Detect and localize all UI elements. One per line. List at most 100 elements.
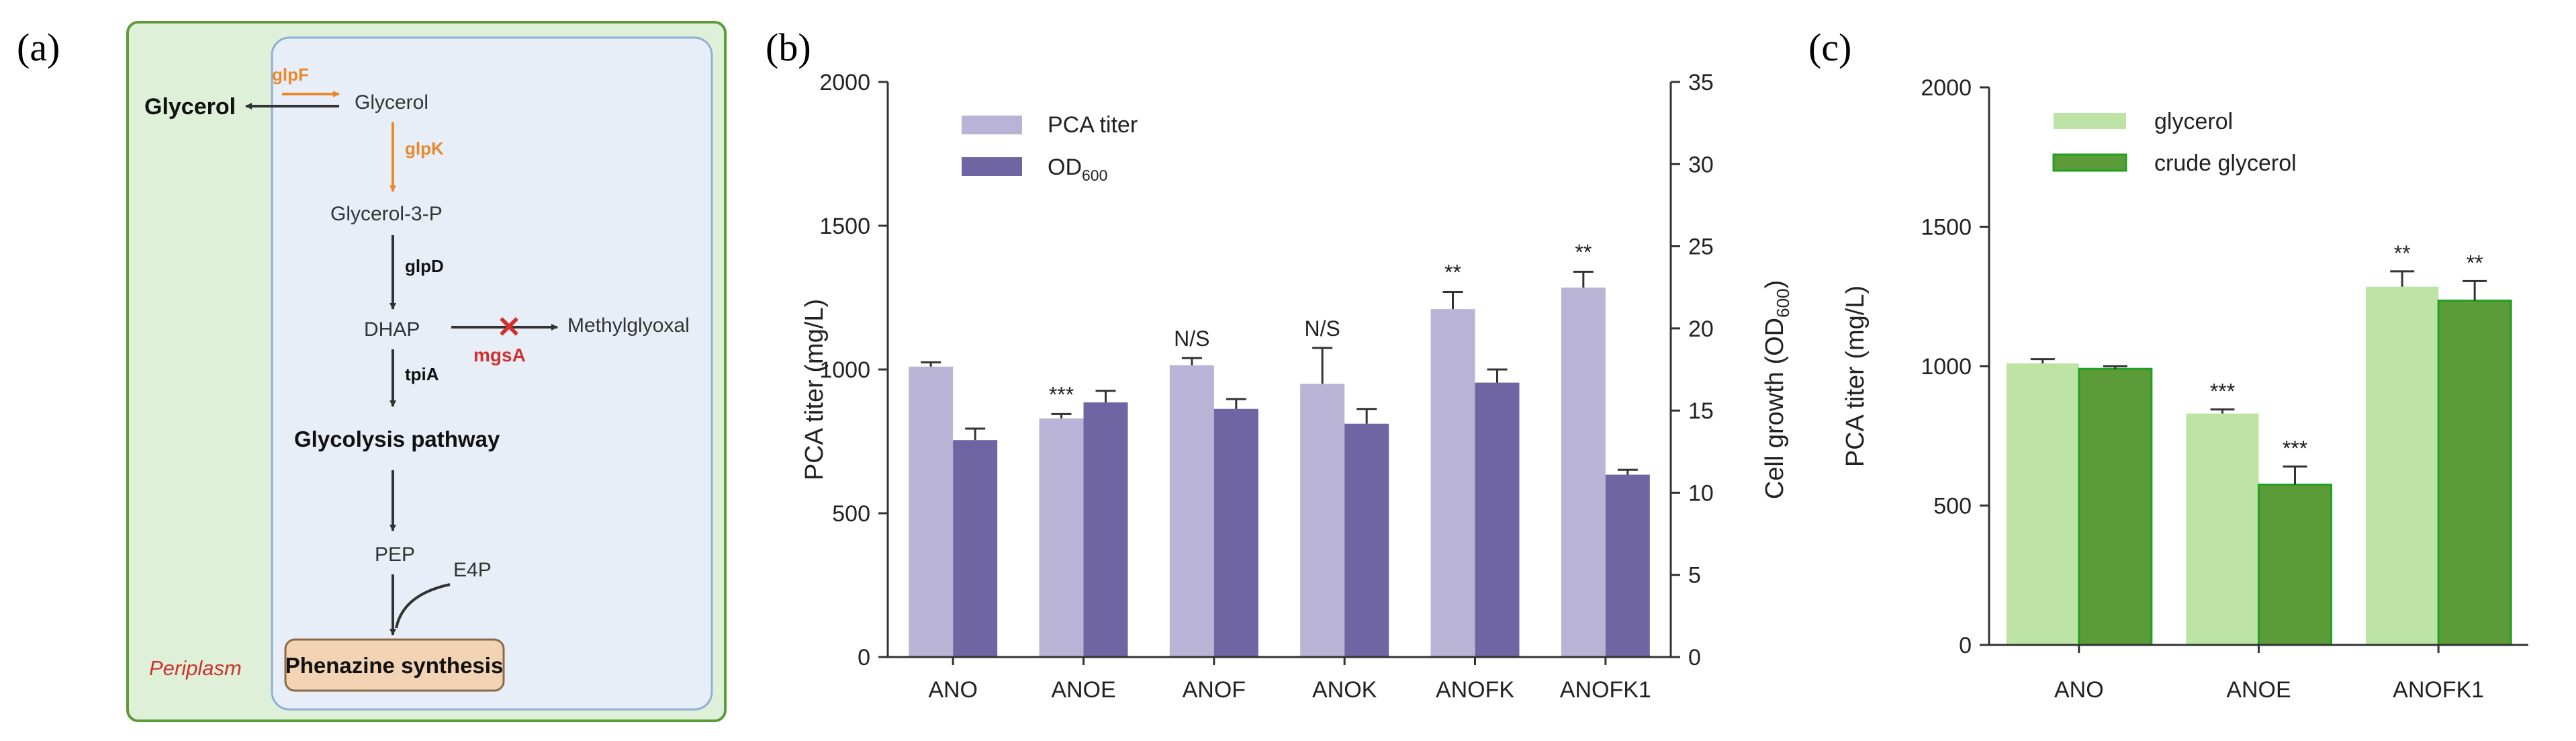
bar-od600-anofk1 [1605,474,1650,657]
significance-crude-glycerol-anofk1: ** [2467,251,2483,275]
error-bar-od600-anoe [1095,390,1116,402]
legend-label-crude-glycerol: crude glycerol [2154,150,2297,176]
y2-tick-label-b-30: 30 [1688,152,1714,177]
gene-tpiA: tpiA [405,364,439,384]
phenazine-label: Phenazine synthesis [285,653,504,678]
panel-label-a: (a) [17,26,60,69]
significance-anofk1: ** [1575,240,1592,264]
y2-tick-label-b-25: 25 [1688,234,1714,260]
glycolysis-label: Glycolysis pathway [294,427,500,451]
x-tick-label-anof: ANOF [1183,677,1246,703]
y-tick-label-c-2000: 2000 [1921,75,1972,101]
legend-swatch-glycerol [2054,113,2126,129]
cytoplasm-region [271,36,713,711]
x-tick-label-c-anofk1: ANOFK1 [2393,677,2484,703]
legend-label-od600: OD600 [1048,155,1107,184]
error-bar-pca-titer-anoe [1051,412,1072,419]
y-tick-label-b-2000: 2000 [819,70,870,95]
bar-crude-glycerol-ano [2078,367,2153,646]
chart-c: ******** ** ANO ANOE ANOFK10500100015002000… [1841,75,2528,703]
error-bar-crude-glycerol-anoe [2283,465,2307,485]
knockout-x-icon: ✕ [497,311,522,344]
x-tick-label-anoe: ANOE [1051,677,1115,703]
bar-glycerol-anofk1 [2366,286,2439,646]
y-tick-label-b-1000: 1000 [819,357,870,383]
error-bar-od600-anof [1226,398,1246,409]
significance-anof: N/S [1174,326,1209,351]
error-bar-pca-titer-anof [1181,357,1202,365]
bar-pca-titer-anofk [1430,309,1475,657]
chart-b: *** N/S N/S ** ** ANO ANOE ANOF ANOK ANOFK ANOFK1… [800,70,1793,703]
bar-pca-titer-anof [1169,365,1214,657]
error-bar-pca-titer-anofk1 [1573,270,1594,288]
panel-label-b: (b) [766,26,811,69]
gene-mgsA: mgsA [473,345,526,365]
periplasm-label: Periplasm [149,656,242,680]
y2-tick-label-b-20: 20 [1688,316,1714,342]
x-tick-label-c-anoe: ANOE [2226,677,2291,703]
error-bar-glycerol-ano [2030,358,2055,363]
panel-label-c: (c) [1808,26,1851,69]
error-bar-od600-anok [1356,408,1377,424]
bar-od600-anok [1344,423,1389,657]
glycerol-outside-label: Glycerol [144,94,236,120]
significance-glycerol-anofk1: ** [2394,241,2411,265]
phenazine-box [284,638,505,692]
methylglyoxal-label: Methylglyoxal [567,314,690,337]
error-bar-pca-titer-anok [1312,347,1333,384]
error-bar-glycerol-anoe [2210,408,2235,414]
glycerol-inside-label: Glycerol [355,91,428,114]
y2-tick-label-b-15: 15 [1688,398,1714,424]
bar-od600-anofk [1475,382,1520,657]
y-axis-label-b: PCA titer (mg/L) [800,299,829,480]
error-bar-glycerol-anofk1 [2390,270,2415,287]
legend-label-pca-titer: PCA titer [1048,112,1138,138]
significance-crude-glycerol-anoe: *** [2283,436,2307,460]
x-tick-label-anofk1: ANOFK1 [1560,677,1651,703]
y-tick-label-c-0: 0 [1959,633,1972,658]
y-axis-label-c: PCA titer (mg/L) [1841,286,1870,467]
error-bar-pca-titer-ano [921,361,941,367]
y2-tick-label-b-0: 0 [1688,645,1701,670]
y-tick-label-b-0: 0 [858,645,870,670]
y2-tick-label-b-35: 35 [1688,70,1714,95]
bar-pca-titer-ano [909,366,954,657]
bar-crude-glycerol-anofk1 [2437,299,2512,646]
significance-glycerol-anoe: *** [2210,379,2235,403]
bar-glycerol-ano [2006,363,2079,645]
y-tick-label-c-1000: 1000 [1921,354,1972,380]
y2-tick-label-b-10: 10 [1688,480,1714,506]
gene-glpF: glpF [272,64,309,85]
e4p-label: E4P [453,559,492,581]
pep-label: PEP [375,543,415,566]
significance-anoe: *** [1049,382,1074,406]
x-tick-label-c-ano: ANO [2054,677,2104,703]
bar-pca-titer-anok [1300,384,1345,657]
legend-label-glycerol: glycerol [2154,109,2233,134]
bar-crude-glycerol-anoe [2258,483,2332,646]
legend-swatch-pca-titer [962,116,1022,134]
error-bar-od600-ano [965,427,986,441]
bar-glycerol-anoe [2186,413,2259,645]
error-bar-od600-anofk1 [1617,468,1638,475]
error-bar-crude-glycerol-ano [2103,365,2127,369]
y-tick-label-b-500: 500 [832,501,870,527]
error-bar-od600-anofk [1487,368,1508,383]
dhap-label: DHAP [364,318,420,341]
glycerol-3-p-label: Glycerol-3-P [330,203,443,225]
gene-glpK: glpK [405,138,444,159]
y-tick-label-c-1500: 1500 [1921,215,1972,241]
legend-swatch-crude-glycerol [2052,153,2127,172]
significance-anok: N/S [1304,316,1340,341]
significance-anofk: ** [1444,260,1461,284]
gene-glpD: glpD [405,256,444,276]
bar-od600-anof [1213,408,1258,657]
bar-pca-titer-anofk1 [1561,288,1606,657]
x-tick-label-ano: ANO [928,677,978,703]
y2-axis-label-b: Cell growth (OD600) [1761,280,1793,499]
error-bar-pca-titer-anofk [1442,290,1463,310]
y-tick-label-b-1500: 1500 [819,214,870,239]
y2-tick-label-b-5: 5 [1688,563,1701,589]
x-tick-label-anok: ANOK [1312,677,1377,703]
